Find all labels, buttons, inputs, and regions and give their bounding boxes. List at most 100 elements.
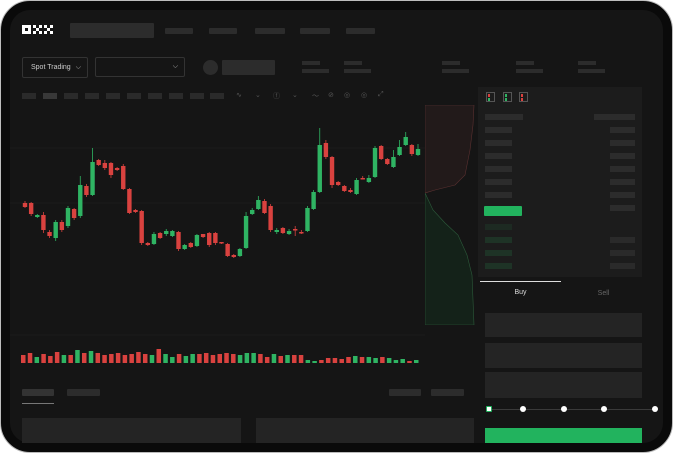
candle-body (378, 146, 384, 159)
volume-bar (237, 355, 243, 363)
timeframe-button[interactable] (64, 93, 78, 99)
market-select[interactable]: Spot Trading ⌵ (22, 57, 88, 78)
volume-bar (115, 353, 121, 363)
timeframe-button[interactable] (190, 93, 204, 99)
line-icon[interactable]: 〜 (312, 93, 319, 100)
candle-body (409, 145, 415, 154)
nav-item[interactable] (346, 28, 375, 34)
candle-body (366, 178, 372, 182)
indicator-icon[interactable]: ⓕ (273, 93, 280, 100)
candle-body (200, 234, 206, 237)
amount-input[interactable] (485, 343, 642, 368)
chevron-down-icon[interactable]: ⌄ (255, 92, 261, 99)
timeframe-button[interactable] (148, 93, 162, 99)
filter-button[interactable] (431, 389, 464, 396)
volume-bar (48, 356, 53, 363)
ask-price (485, 166, 512, 172)
camera-icon[interactable]: ◎ (344, 92, 351, 99)
tab-sell[interactable]: Sell (597, 290, 610, 297)
okx-logo[interactable] (22, 23, 53, 36)
candle-body (299, 232, 304, 234)
candle-body (121, 166, 126, 189)
bid-size (610, 263, 635, 269)
candle-body (145, 243, 151, 245)
nav-item[interactable] (165, 28, 193, 34)
price-input[interactable] (485, 313, 642, 337)
ask-size (610, 153, 635, 159)
search-bar[interactable] (70, 23, 154, 38)
candle-body (127, 189, 132, 213)
volume-bar (224, 353, 229, 363)
timeframe-button[interactable] (127, 93, 141, 99)
bid-price (485, 263, 512, 269)
candle-body (28, 203, 34, 214)
nav-item[interactable] (300, 28, 330, 34)
candle-body (360, 178, 365, 180)
candle-body (237, 249, 243, 256)
ask-size (610, 205, 635, 211)
buy-button[interactable] (485, 428, 642, 443)
stat-value (578, 69, 605, 73)
candle-body (176, 232, 181, 249)
volume-bar (278, 356, 283, 363)
candle-body (90, 162, 95, 195)
candlestick-chart[interactable] (10, 105, 425, 370)
slider-step[interactable] (561, 406, 567, 412)
candle-body (96, 160, 101, 165)
volume-bar (319, 360, 324, 363)
candle-body (53, 222, 58, 238)
settings-icon[interactable]: ◎ (361, 92, 368, 99)
slider-step[interactable] (652, 406, 658, 412)
both-sides-icon[interactable] (486, 92, 495, 102)
bids-only-icon[interactable] (503, 92, 512, 102)
volume-bar (54, 352, 60, 363)
wave-icon[interactable]: ∿ (236, 92, 242, 99)
ruler-icon[interactable]: ⊘ (328, 92, 334, 99)
slider-step[interactable] (601, 406, 607, 412)
timeframe-button[interactable] (85, 93, 99, 99)
candle-body (262, 201, 267, 213)
volume-bar (380, 357, 385, 363)
tab-buy[interactable]: Buy (514, 289, 527, 296)
fullscreen-icon[interactable]: ⤢ (378, 91, 384, 98)
candle-body (348, 190, 353, 192)
timeframe-button[interactable] (106, 93, 120, 99)
candle-body (268, 206, 273, 230)
volume-bar (271, 354, 277, 363)
candle-body (71, 209, 77, 218)
nav-item[interactable] (209, 28, 237, 34)
timeframe-button[interactable] (169, 93, 183, 99)
pair-select[interactable]: ⌵ (95, 57, 185, 77)
tab-order-history[interactable] (67, 389, 100, 396)
slider-step[interactable] (520, 406, 526, 412)
ask-price (485, 179, 512, 185)
candle-body (133, 210, 138, 212)
timeframe-button[interactable] (210, 93, 224, 99)
candle-body (403, 137, 408, 145)
volume-bar (176, 354, 182, 363)
icon-mark (521, 94, 523, 97)
amount-slider-track[interactable] (489, 409, 655, 410)
chevron-down-icon[interactable]: ⌄ (292, 92, 298, 99)
tab-open-orders[interactable] (22, 389, 54, 396)
candle-body (286, 231, 292, 234)
volume-bar (210, 355, 216, 363)
icon-mark (488, 94, 490, 97)
candle-body (114, 168, 120, 170)
timeframe-button[interactable] (43, 93, 57, 99)
stat-label (516, 61, 534, 65)
filter-button[interactable] (389, 389, 421, 396)
volume-bar (163, 354, 168, 363)
timeframe-button[interactable] (22, 93, 36, 99)
volume-bar (41, 354, 46, 363)
candle-body (157, 233, 163, 238)
candle-body (415, 149, 421, 155)
total-input[interactable] (485, 372, 642, 398)
asks-only-icon[interactable] (519, 92, 528, 102)
slider-step[interactable] (486, 406, 492, 412)
candle-body (292, 229, 298, 231)
volume-bar (264, 357, 270, 363)
nav-item[interactable] (255, 28, 285, 34)
stat-label (344, 61, 362, 65)
volume-bar (68, 355, 73, 363)
